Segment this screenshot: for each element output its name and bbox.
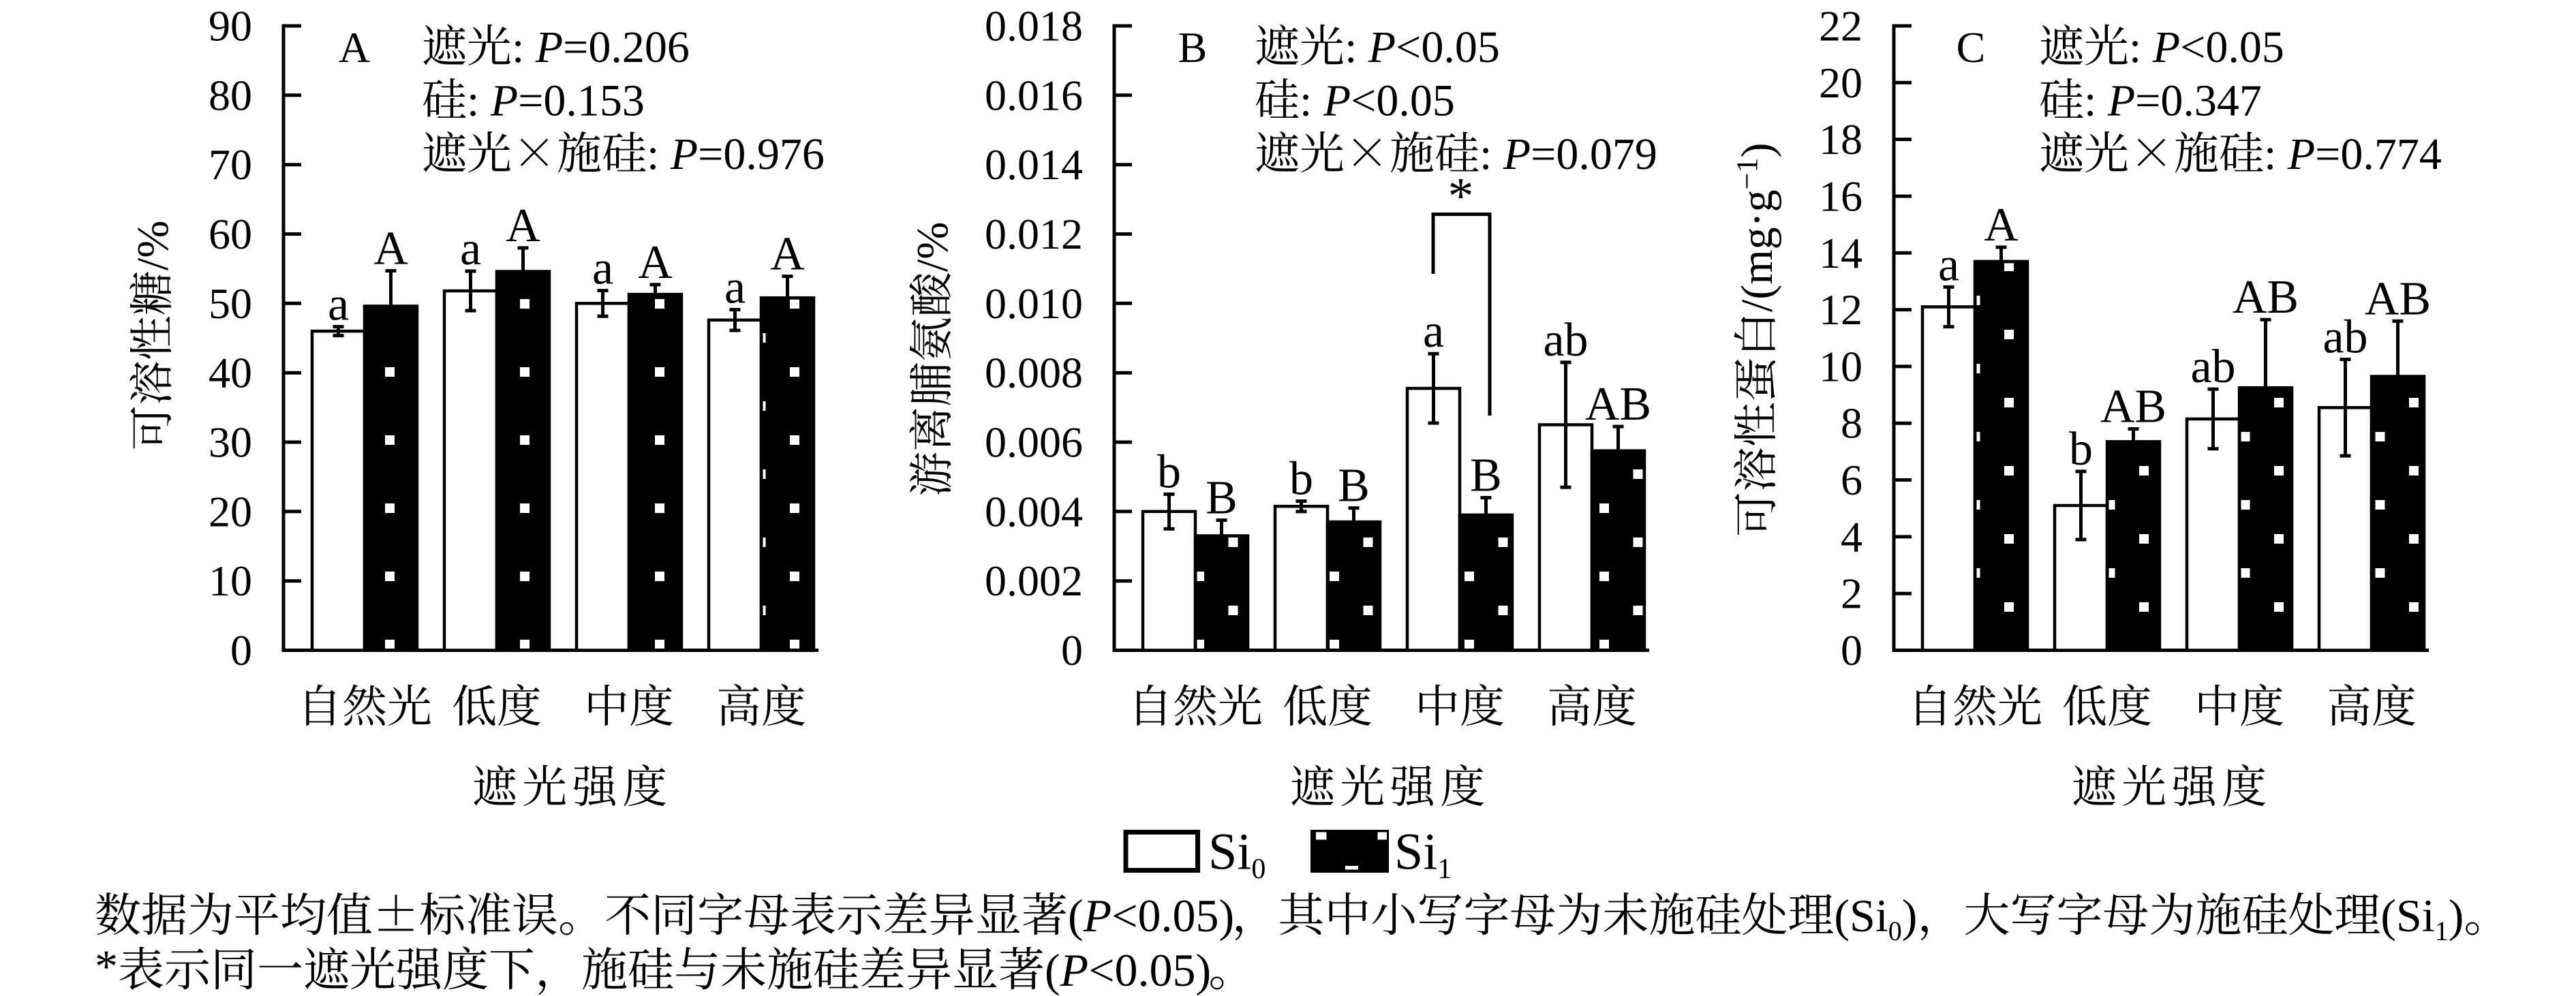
svg-text:: P<0.05: : P<0.05	[1300, 76, 1455, 126]
svg-text:A: A	[638, 236, 673, 289]
svg-text:A: A	[373, 223, 408, 275]
svg-text:(Si1): (Si1)	[2380, 890, 2464, 946]
svg-text:30: 30	[209, 418, 252, 467]
svg-text:0.002: 0.002	[985, 557, 1083, 605]
svg-text:A: A	[506, 200, 540, 252]
svg-text:B: B	[1470, 450, 1502, 502]
svg-text:: P=0.976: : P=0.976	[647, 129, 825, 179]
svg-text:AB: AB	[2233, 271, 2299, 324]
svg-text:2: 2	[1841, 570, 1862, 618]
svg-text:*: *	[1448, 168, 1474, 225]
svg-text:0: 0	[230, 626, 252, 674]
svg-text:: P=0.347: : P=0.347	[2084, 76, 2262, 126]
svg-text:0.010: 0.010	[985, 279, 1083, 328]
svg-text:: P=0.774: : P=0.774	[2264, 129, 2442, 179]
svg-text:10: 10	[1819, 342, 1862, 390]
svg-text:0.012: 0.012	[985, 210, 1083, 258]
svg-text:(P<0.05): (P<0.05)	[1045, 944, 1211, 996]
svg-text:: P<0.05: : P<0.05	[1345, 22, 1500, 72]
svg-text:0.006: 0.006	[985, 418, 1083, 467]
svg-text:A: A	[339, 23, 370, 72]
svg-text:: P<0.05: : P<0.05	[2129, 22, 2284, 72]
svg-text:AB: AB	[2100, 381, 2166, 433]
svg-text:a: a	[1938, 238, 1959, 291]
svg-text:20: 20	[209, 487, 252, 535]
svg-text:A: A	[770, 228, 805, 281]
svg-text:60: 60	[209, 210, 252, 258]
svg-text:a: a	[724, 262, 746, 314]
svg-text:b: b	[1289, 453, 1313, 505]
svg-text:: P=0.153: : P=0.153	[467, 76, 645, 126]
svg-text:AB: AB	[2365, 273, 2431, 325]
svg-text:*: *	[95, 940, 118, 992]
svg-text:/%: /%	[128, 221, 178, 270]
svg-text:8: 8	[1841, 399, 1862, 448]
svg-text:(Si0): (Si0)	[1834, 890, 1917, 946]
svg-text:80: 80	[209, 71, 252, 119]
svg-text:16: 16	[1819, 172, 1862, 221]
svg-text:A: A	[1984, 199, 2019, 251]
svg-text:50: 50	[209, 279, 252, 328]
svg-text:C: C	[1957, 23, 1986, 72]
svg-text:70: 70	[209, 140, 252, 189]
svg-text:0.004: 0.004	[985, 487, 1083, 535]
svg-text:0.008: 0.008	[985, 349, 1083, 397]
svg-text:0.018: 0.018	[985, 2, 1083, 50]
svg-text:AB: AB	[1585, 378, 1651, 431]
svg-text:10: 10	[209, 557, 252, 605]
svg-text:/%: /%	[908, 222, 957, 272]
svg-text:0.016: 0.016	[985, 71, 1083, 119]
svg-text:a: a	[328, 279, 349, 331]
svg-text:(P<0.05): (P<0.05)	[1068, 890, 1234, 941]
svg-text:b: b	[1157, 446, 1181, 498]
svg-text:b: b	[2069, 423, 2093, 476]
svg-text:a: a	[592, 243, 613, 295]
svg-text:6: 6	[1841, 456, 1862, 504]
svg-text:: P=0.079: : P=0.079	[1479, 129, 1657, 179]
svg-text:ab: ab	[2322, 311, 2367, 364]
svg-text:B: B	[1338, 460, 1370, 512]
svg-text:40: 40	[209, 349, 252, 397]
svg-text:0: 0	[1061, 626, 1083, 674]
svg-text:12: 12	[1819, 285, 1862, 334]
svg-text:22: 22	[1819, 2, 1862, 50]
svg-text:ab: ab	[2190, 341, 2235, 393]
svg-text:B: B	[1178, 23, 1208, 72]
svg-text:4: 4	[1841, 512, 1862, 561]
svg-text:90: 90	[209, 2, 252, 50]
svg-text:a: a	[460, 223, 481, 275]
svg-text:18: 18	[1819, 115, 1862, 164]
svg-text:B: B	[1206, 472, 1238, 525]
svg-text:0.014: 0.014	[985, 140, 1083, 189]
svg-text:: P=0.206: : P=0.206	[512, 22, 690, 72]
svg-text:ab: ab	[1543, 314, 1588, 367]
svg-text:20: 20	[1819, 59, 1862, 107]
svg-text:0: 0	[1841, 626, 1862, 674]
svg-text:14: 14	[1819, 229, 1862, 277]
svg-text:a: a	[1423, 305, 1444, 358]
